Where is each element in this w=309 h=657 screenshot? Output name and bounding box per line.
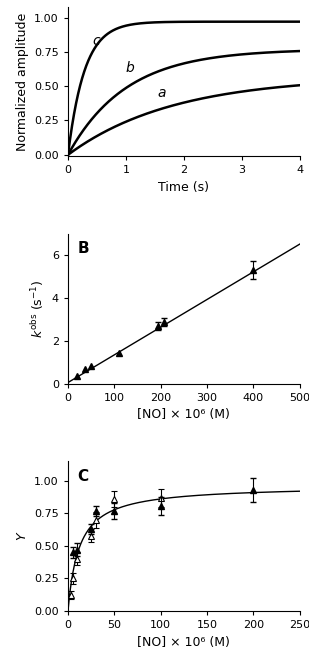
Y-axis label: $Y$: $Y$ [16,531,29,541]
X-axis label: [NO] × 10⁶ (M): [NO] × 10⁶ (M) [138,408,230,421]
X-axis label: [NO] × 10⁶ (M): [NO] × 10⁶ (M) [138,635,230,648]
X-axis label: Time (s): Time (s) [158,181,210,194]
Text: B: B [77,242,89,256]
Text: b: b [126,62,135,76]
Y-axis label: Normalized amplitude: Normalized amplitude [16,12,29,150]
Y-axis label: $k^{\mathrm{obs}}$ (s$^{-1}$): $k^{\mathrm{obs}}$ (s$^{-1}$) [29,279,46,338]
Text: c: c [92,34,100,48]
Text: a: a [158,86,166,100]
Text: C: C [77,469,88,484]
